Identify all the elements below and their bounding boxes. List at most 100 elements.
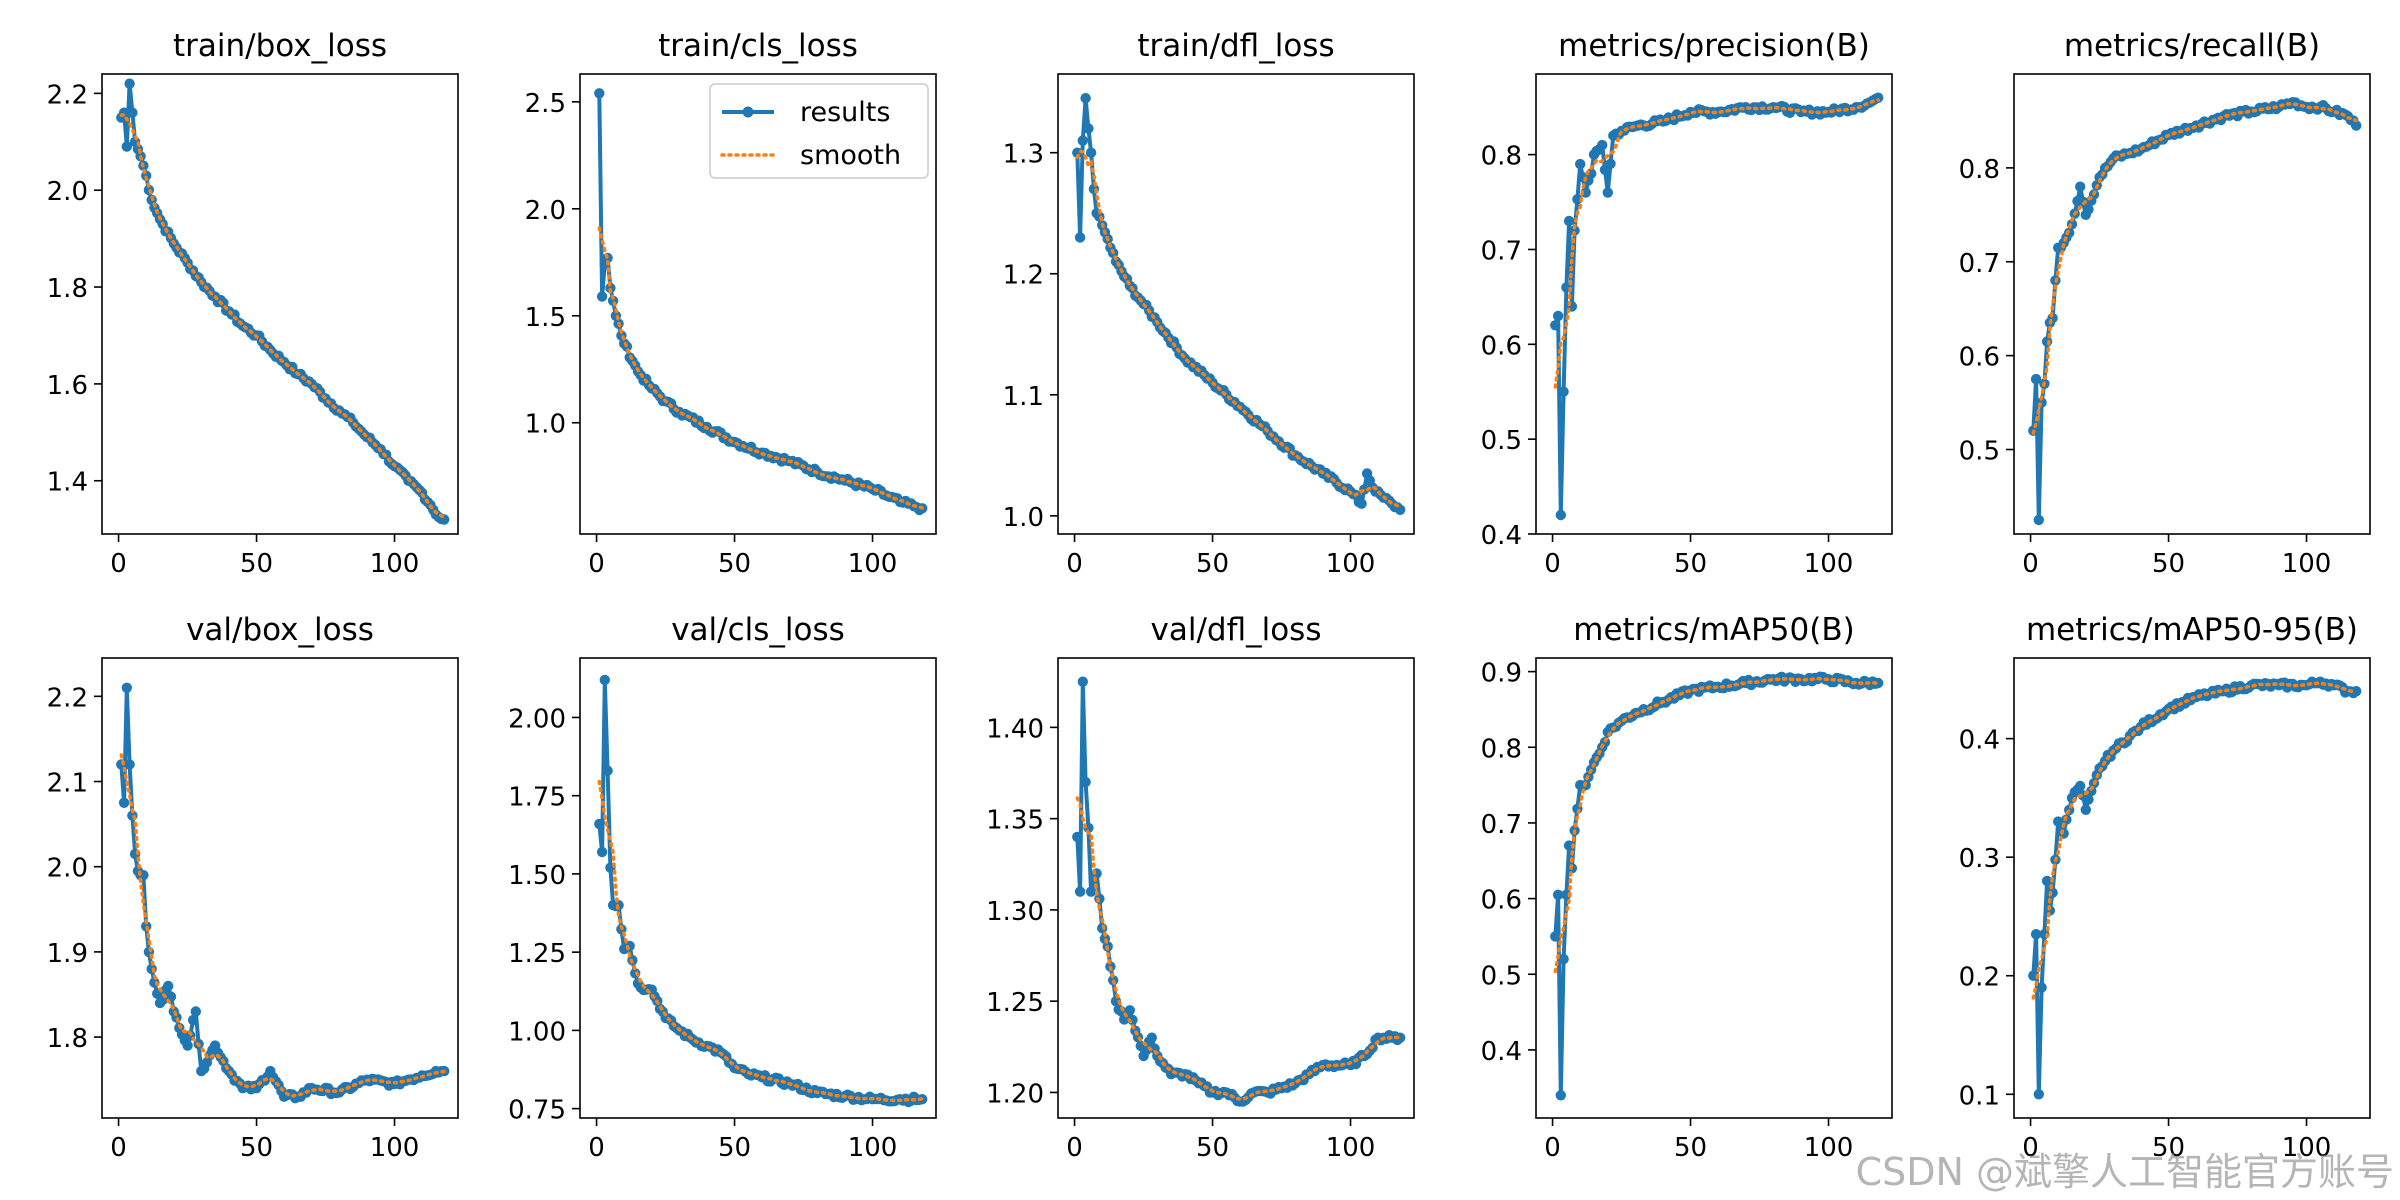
- y-tick-label: 2.2: [47, 683, 88, 713]
- data-point: [1146, 1032, 1158, 1043]
- y-tick-label: 2.0: [47, 854, 88, 884]
- data-point: [2351, 120, 2362, 131]
- y-tick-label: 0.6: [1959, 343, 2000, 373]
- smooth-line: [2031, 102, 2358, 435]
- data-point: [121, 141, 132, 152]
- subplot-train-dfl-loss: train/dfl_loss 1.0 1.1 1.2 1.3 0 50 100: [1003, 28, 1415, 579]
- legend-results-label: results: [800, 97, 890, 128]
- subplot-metrics-precision-b: metrics/precision(B) 0.4 0.5 0.6 0.7 0.8 0 50 10…: [1481, 28, 1893, 579]
- y-tick-label: 1.9: [47, 939, 88, 969]
- data-point: [1558, 953, 1569, 965]
- legend-results-marker: [742, 106, 754, 118]
- legend: results smooth: [709, 83, 929, 179]
- data-point: [187, 1014, 199, 1026]
- y-tick-label: 1.50: [508, 861, 566, 891]
- x-tick-label: 0: [110, 549, 127, 579]
- results-points: [116, 78, 450, 525]
- y-tick-label: 0.1: [1959, 1081, 2000, 1111]
- y-tick-label: 1.25: [986, 988, 1044, 1018]
- data-point: [1072, 831, 1083, 843]
- x-tick-label: 100: [1804, 549, 1854, 579]
- x-tick-label: 50: [718, 1133, 751, 1163]
- y-tick-label: 1.1: [1003, 382, 1044, 412]
- data-point: [1575, 158, 1586, 170]
- subplot-val-dfl-loss: val/dfl_loss 1.20 1.25 1.30 1.35 1.40 0 50 100: [986, 612, 1415, 1163]
- data-point: [2080, 804, 2091, 815]
- x-tick-label: 50: [240, 549, 273, 579]
- data-point: [118, 797, 130, 808]
- y-tick-label: 0.9: [1481, 659, 1522, 689]
- data-point: [2083, 204, 2094, 215]
- data-point: [124, 759, 135, 770]
- series-results-line: [116, 78, 450, 525]
- results-line: [2031, 100, 2358, 522]
- y-tick-label: 1.25: [508, 939, 566, 969]
- data-point: [599, 674, 610, 686]
- y-tick-label: 0.7: [1481, 236, 1522, 266]
- y-tick-label: 0.5: [1959, 437, 2000, 467]
- results-points: [594, 674, 928, 1108]
- y-tick-label: 1.8: [47, 1024, 88, 1054]
- results-line: [1075, 96, 1402, 512]
- x-tick-label: 0: [1066, 549, 1083, 579]
- data-point: [1080, 93, 1091, 104]
- y-tick-label: 2.0: [525, 196, 566, 226]
- data-point: [2075, 181, 2086, 192]
- x-tick-label: 100: [1326, 549, 1376, 579]
- x-tick-label: 50: [1674, 549, 1707, 579]
- x-tick-label: 0: [110, 1133, 127, 1163]
- series-results-line: [594, 88, 928, 516]
- y-tick-label: 0.4: [1481, 1037, 1522, 1067]
- y-tick-label: 0.6: [1481, 886, 1522, 916]
- subplot-title: metrics/mAP50(B): [1573, 612, 1854, 648]
- subplot-val-cls-loss: val/cls_loss 0.75 1.00 1.25 1.50 1.75 2.00 0 50 1…: [508, 612, 937, 1163]
- plot-frame: [1057, 657, 1415, 1119]
- x-tick-label: 0: [2022, 1133, 2039, 1163]
- series-results-line: [2028, 676, 2362, 1100]
- subplot-metrics-recall-b: metrics/recall(B) 0.5 0.6 0.7 0.8 0 50 100: [1959, 28, 2371, 579]
- subplot-title: val/cls_loss: [671, 612, 845, 648]
- plot-frame: [101, 657, 459, 1119]
- series-results-line: [594, 674, 928, 1108]
- x-tick-label: 100: [370, 1133, 420, 1163]
- data-point: [1555, 1090, 1567, 1101]
- plot-frame: [2013, 73, 2371, 535]
- data-point: [1555, 509, 1567, 521]
- data-point: [594, 818, 605, 830]
- plot-frame: [579, 657, 937, 1119]
- x-tick-label: 100: [370, 549, 420, 579]
- data-point: [1873, 677, 1884, 689]
- smooth-line: [1553, 676, 1880, 974]
- data-point: [596, 291, 608, 302]
- data-point: [1563, 215, 1575, 227]
- y-tick-label: 0.7: [1481, 810, 1522, 840]
- y-tick-label: 0.5: [1481, 961, 1522, 991]
- smooth-line: [2031, 681, 2358, 1000]
- y-tick-label: 0.3: [1959, 844, 2000, 874]
- subplot-title: train/dfl_loss: [1137, 28, 1334, 64]
- data-point: [2030, 373, 2042, 385]
- data-point: [1124, 1005, 1136, 1016]
- x-tick-label: 0: [588, 1133, 605, 1163]
- subplot-title: train/cls_loss: [658, 28, 858, 64]
- x-tick-label: 50: [718, 549, 751, 579]
- data-point: [2075, 780, 2086, 792]
- data-point: [1074, 232, 1086, 243]
- y-tick-label: 1.40: [986, 714, 1044, 744]
- y-tick-label: 0.75: [508, 1096, 566, 1126]
- results-points: [1550, 92, 1884, 521]
- x-tick-label: 50: [240, 1133, 273, 1163]
- smooth-line: [1075, 149, 1402, 509]
- data-point: [1605, 158, 1616, 169]
- data-point: [1552, 310, 1564, 322]
- data-point: [2030, 929, 2042, 940]
- plot-frame: [1535, 73, 1893, 535]
- watermark-text: CSDN @斌擎人工智能官方账号: [1855, 1150, 2394, 1194]
- data-point: [1395, 1032, 1406, 1043]
- y-tick-label: 1.35: [986, 806, 1044, 836]
- x-tick-label: 100: [2282, 1133, 2332, 1163]
- data-point: [2033, 1089, 2045, 1100]
- x-tick-label: 0: [588, 549, 605, 579]
- data-point: [605, 282, 616, 294]
- x-tick-label: 50: [2152, 549, 2185, 579]
